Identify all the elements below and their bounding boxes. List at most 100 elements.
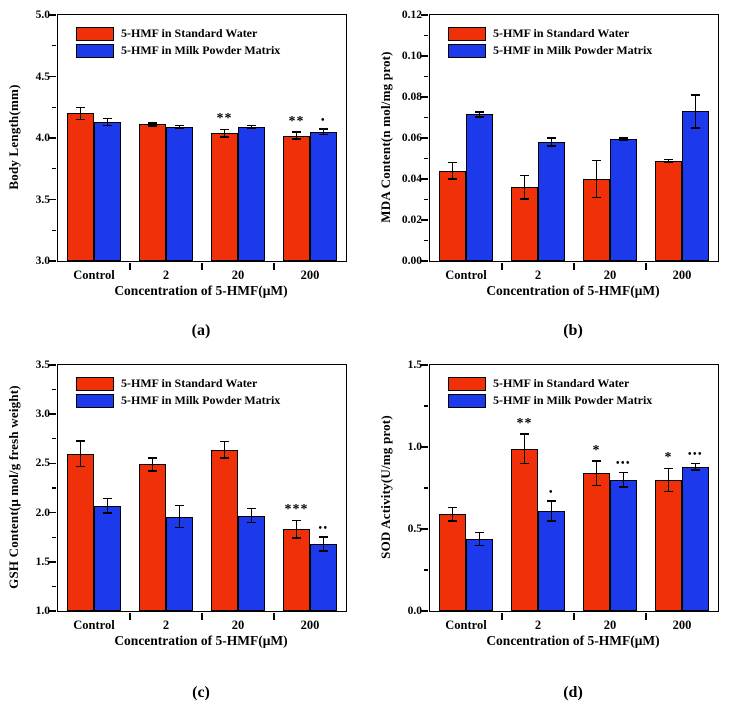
bar-standard-200	[655, 160, 682, 261]
error-bar	[178, 505, 181, 528]
blue-swatch-icon	[76, 393, 114, 408]
x-axis-title: Concentration of 5-HMF(μM)	[114, 633, 288, 648]
x-tick	[645, 262, 647, 270]
blue-swatch-icon	[448, 43, 486, 58]
error-bar	[478, 532, 481, 546]
y-major-tick	[49, 137, 57, 139]
x-tick-label: 2	[534, 268, 542, 282]
error-bar-cap-bottom	[619, 486, 628, 488]
y-minor-tick	[424, 116, 429, 119]
error-bar-cap-bottom	[148, 125, 157, 127]
legend: 5-HMF in Standard Water 5-HMF in Milk Po…	[76, 25, 280, 59]
bar-milk-2	[538, 142, 565, 261]
x-tick-label: Control	[73, 268, 115, 282]
panel-d: SOD Activity(U/mg prot) 5-HMF in Standar…	[372, 350, 744, 712]
error-bar	[322, 537, 325, 551]
error-bar-cap-bottom	[247, 127, 256, 130]
x-tick-label: 200	[672, 618, 692, 632]
error-bar-cap-top	[247, 507, 256, 510]
y-minor-tick	[52, 106, 57, 108]
error-bar-cap-bottom	[319, 550, 328, 552]
significance-annotation: *	[664, 450, 673, 466]
y-minor-tick	[424, 487, 429, 489]
y-tick-label: 0.12	[401, 9, 422, 21]
error-bar	[523, 175, 526, 199]
bar-standard-2	[139, 124, 166, 261]
y-minor-tick	[424, 198, 429, 201]
error-bar-cap-top	[619, 471, 628, 474]
error-bar	[667, 159, 670, 162]
error-bar-cap-top	[76, 106, 85, 108]
error-bar-cap-top	[691, 94, 700, 96]
error-bar	[451, 162, 454, 179]
error-bar	[694, 94, 697, 128]
error-bar	[550, 501, 553, 521]
bar-standard-200	[283, 529, 310, 611]
bar-milk-2	[166, 516, 193, 611]
bar-milk-200	[682, 466, 709, 611]
error-bar-cap-top	[148, 457, 157, 459]
y-tick-label: 4.0	[35, 132, 50, 144]
bar-standard-Control	[67, 113, 94, 261]
bar-milk-2	[538, 510, 565, 611]
panel-letter: (c)	[192, 684, 210, 701]
significance-annotation: **	[516, 415, 533, 431]
bar-milk-200	[682, 111, 709, 261]
blue-swatch-icon	[76, 43, 114, 58]
x-tick	[129, 262, 131, 270]
error-bar	[178, 125, 181, 129]
bar-standard-2	[511, 448, 538, 611]
y-minor-tick	[52, 229, 57, 231]
y-major-tick	[49, 413, 57, 415]
bar-milk-200	[310, 544, 337, 611]
y-axis-title: GSH Content(μ mol/g fresh weight)	[6, 385, 21, 589]
error-bar-cap-top	[475, 111, 484, 113]
error-bar	[250, 125, 253, 129]
y-major-tick	[421, 96, 429, 98]
legend-item-standard-water: 5-HMF in Standard Water	[448, 25, 652, 42]
error-bar	[106, 498, 109, 514]
bar-milk-Control	[94, 122, 121, 261]
error-bar-cap-top	[520, 174, 529, 177]
error-bar	[295, 520, 298, 539]
error-bar-cap-top	[292, 131, 301, 133]
bar-standard-2	[139, 464, 166, 611]
error-bar-cap-bottom	[175, 526, 184, 529]
error-bar-cap-top	[220, 128, 229, 131]
error-bar	[322, 129, 325, 135]
error-bar	[250, 508, 253, 523]
y-minor-tick	[52, 438, 57, 440]
error-bar	[295, 131, 298, 140]
legend-item-milk-powder: 5-HMF in Milk Powder Matrix	[448, 392, 652, 409]
error-bar	[451, 507, 454, 521]
x-tick	[201, 262, 203, 270]
x-tick	[645, 612, 647, 620]
y-tick-label: 1.5	[35, 555, 50, 568]
y-tick-label: 0.08	[401, 91, 422, 103]
legend-item-milk-powder: 5-HMF in Milk Powder Matrix	[76, 42, 280, 59]
error-bar-cap-top	[520, 433, 529, 435]
y-major-tick	[49, 14, 57, 16]
y-major-tick	[49, 75, 57, 78]
error-bar-cap-top	[547, 137, 556, 139]
red-swatch-icon	[76, 26, 114, 41]
y-tick-label: 0.0	[407, 605, 422, 617]
y-tick-label: 1.5	[407, 359, 422, 371]
error-bar-cap-top	[691, 462, 700, 465]
error-bar-cap-top	[103, 497, 112, 500]
error-bar-cap-top	[175, 124, 184, 127]
y-major-tick	[421, 446, 429, 448]
error-bar-cap-top	[619, 137, 628, 139]
y-major-tick	[421, 55, 429, 57]
x-tick-label: 2	[162, 618, 170, 632]
bar-standard-Control	[439, 514, 466, 611]
y-tick-label: 3.0	[35, 255, 50, 267]
x-axis-title: Concentration of 5-HMF(μM)	[486, 633, 660, 648]
error-bar-cap-top	[175, 504, 184, 507]
bar-standard-200	[655, 479, 682, 611]
error-bar-cap-bottom	[220, 457, 229, 459]
error-bar-cap-top	[319, 128, 328, 130]
bar-milk-Control	[94, 505, 121, 611]
x-axis-title: Concentration of 5-HMF(μM)	[114, 283, 288, 298]
error-bar-cap-top	[103, 117, 112, 120]
